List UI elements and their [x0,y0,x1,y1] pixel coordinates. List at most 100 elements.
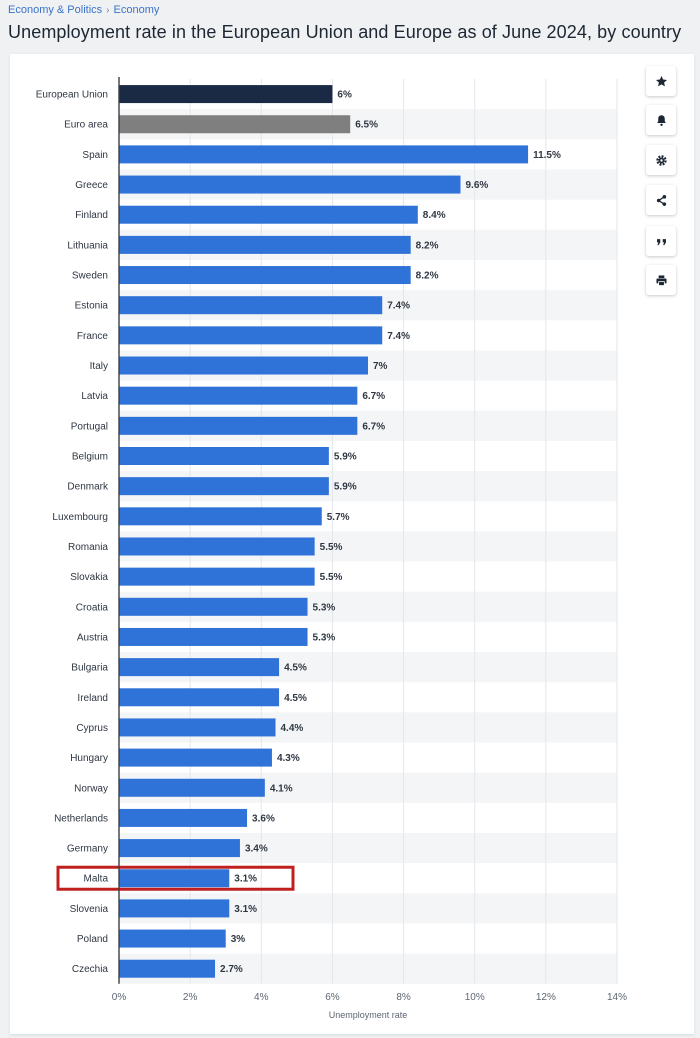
bar [119,175,461,194]
breadcrumb-separator: › [106,4,110,16]
x-tick-label: 14% [607,992,627,1003]
category-label: Bulgaria [71,663,108,674]
category-label: Ireland [77,693,108,704]
value-label: 4.5% [284,663,307,674]
value-label: 5.3% [313,602,336,613]
value-label: 11.5% [533,150,561,161]
category-label: Portugal [71,421,108,432]
bar [119,567,315,586]
cite-button[interactable] [646,226,676,256]
value-label: 3.1% [234,904,257,915]
chart-card: European Union 6% Euro area 6.5% Spain 11.5% G… [10,54,694,1034]
value-label: 7.4% [387,331,410,342]
favorite-button[interactable] [646,66,676,96]
category-label: Croatia [76,602,109,613]
share-icon [656,194,666,206]
page-title: Unemployment rate in the European Union … [8,22,682,42]
bar [119,658,280,677]
unemployment-bar-chart: European Union 6% Euro area 6.5% Spain 11.5% G… [36,77,627,1020]
category-label: France [77,331,109,342]
breadcrumb-link-economy-politics[interactable]: Economy & Politics [8,4,103,16]
category-label: European Union [36,90,108,101]
bar [119,839,240,858]
value-label: 6.7% [362,421,385,432]
bar [119,115,351,134]
value-label: 9.6% [465,180,488,191]
bar [119,929,226,948]
x-tick-label: 4% [254,992,269,1003]
notification-button[interactable] [646,105,676,135]
bar [119,507,322,526]
breadcrumb-link-economy[interactable]: Economy [113,4,160,16]
breadcrumb: Economy & Politics › Economy [8,4,159,16]
bell-icon [656,114,666,126]
category-label: Lithuania [67,240,108,251]
value-label: 7% [373,361,388,372]
bar [119,869,230,888]
highlight-box [56,865,295,891]
bar [119,718,276,737]
bar [119,537,315,556]
bar [119,477,329,496]
value-label: 8.2% [416,240,439,251]
print-button[interactable] [646,265,676,295]
category-label: Poland [77,934,108,945]
star-icon [655,75,667,86]
value-label: 4.4% [281,723,304,734]
category-label: Slovakia [70,572,108,583]
value-label: 4.3% [277,753,300,764]
category-label: Spain [82,150,108,161]
category-label: Luxembourg [52,512,108,523]
bar [119,627,308,646]
x-tick-label: 0% [112,992,127,1003]
value-label: 7.4% [387,301,410,312]
quote-icon [656,238,666,245]
bar [119,356,368,375]
category-label: Finland [75,210,108,221]
bar [119,748,272,767]
bar [119,326,383,345]
category-label: Malta [84,874,109,885]
x-tick-label: 8% [396,992,411,1003]
value-label: 3% [231,934,246,945]
category-label: Italy [90,361,108,372]
value-label: 4.1% [270,783,293,794]
category-label: Sweden [72,271,108,282]
category-label: Estonia [75,301,109,312]
category-label: Norway [74,783,108,794]
bar [119,205,418,224]
x-tick-label: 12% [536,992,556,1003]
category-label: Czechia [72,964,109,975]
bar [119,145,529,164]
value-label: 2.7% [220,964,243,975]
bar [119,899,230,918]
category-label: Netherlands [54,813,108,824]
x-tick-label: 2% [183,992,198,1003]
category-label: Belgium [72,452,108,463]
bar [119,235,411,254]
value-label: 5.9% [334,452,357,463]
bar [119,597,308,616]
bar [119,296,383,315]
bar [119,808,248,827]
bar [119,447,329,465]
category-label: Romania [68,542,108,553]
value-label: 5.5% [320,572,343,583]
bar [119,85,333,104]
value-label: 5.5% [320,542,343,553]
category-label: Denmark [67,482,109,493]
value-label: 3.1% [234,874,257,885]
value-label: 8.4% [423,210,446,221]
value-label: 3.6% [252,813,275,824]
gear-icon [655,154,667,166]
value-label: 5.9% [334,482,357,493]
category-label: Greece [75,180,108,191]
value-label: 3.4% [245,844,268,855]
category-label: Slovenia [70,904,109,915]
x-tick-label: 6% [325,992,340,1003]
settings-button[interactable] [646,145,676,175]
value-label: 6.5% [355,120,378,131]
bar [119,959,216,978]
value-label: 4.5% [284,693,307,704]
share-button[interactable] [646,185,676,215]
